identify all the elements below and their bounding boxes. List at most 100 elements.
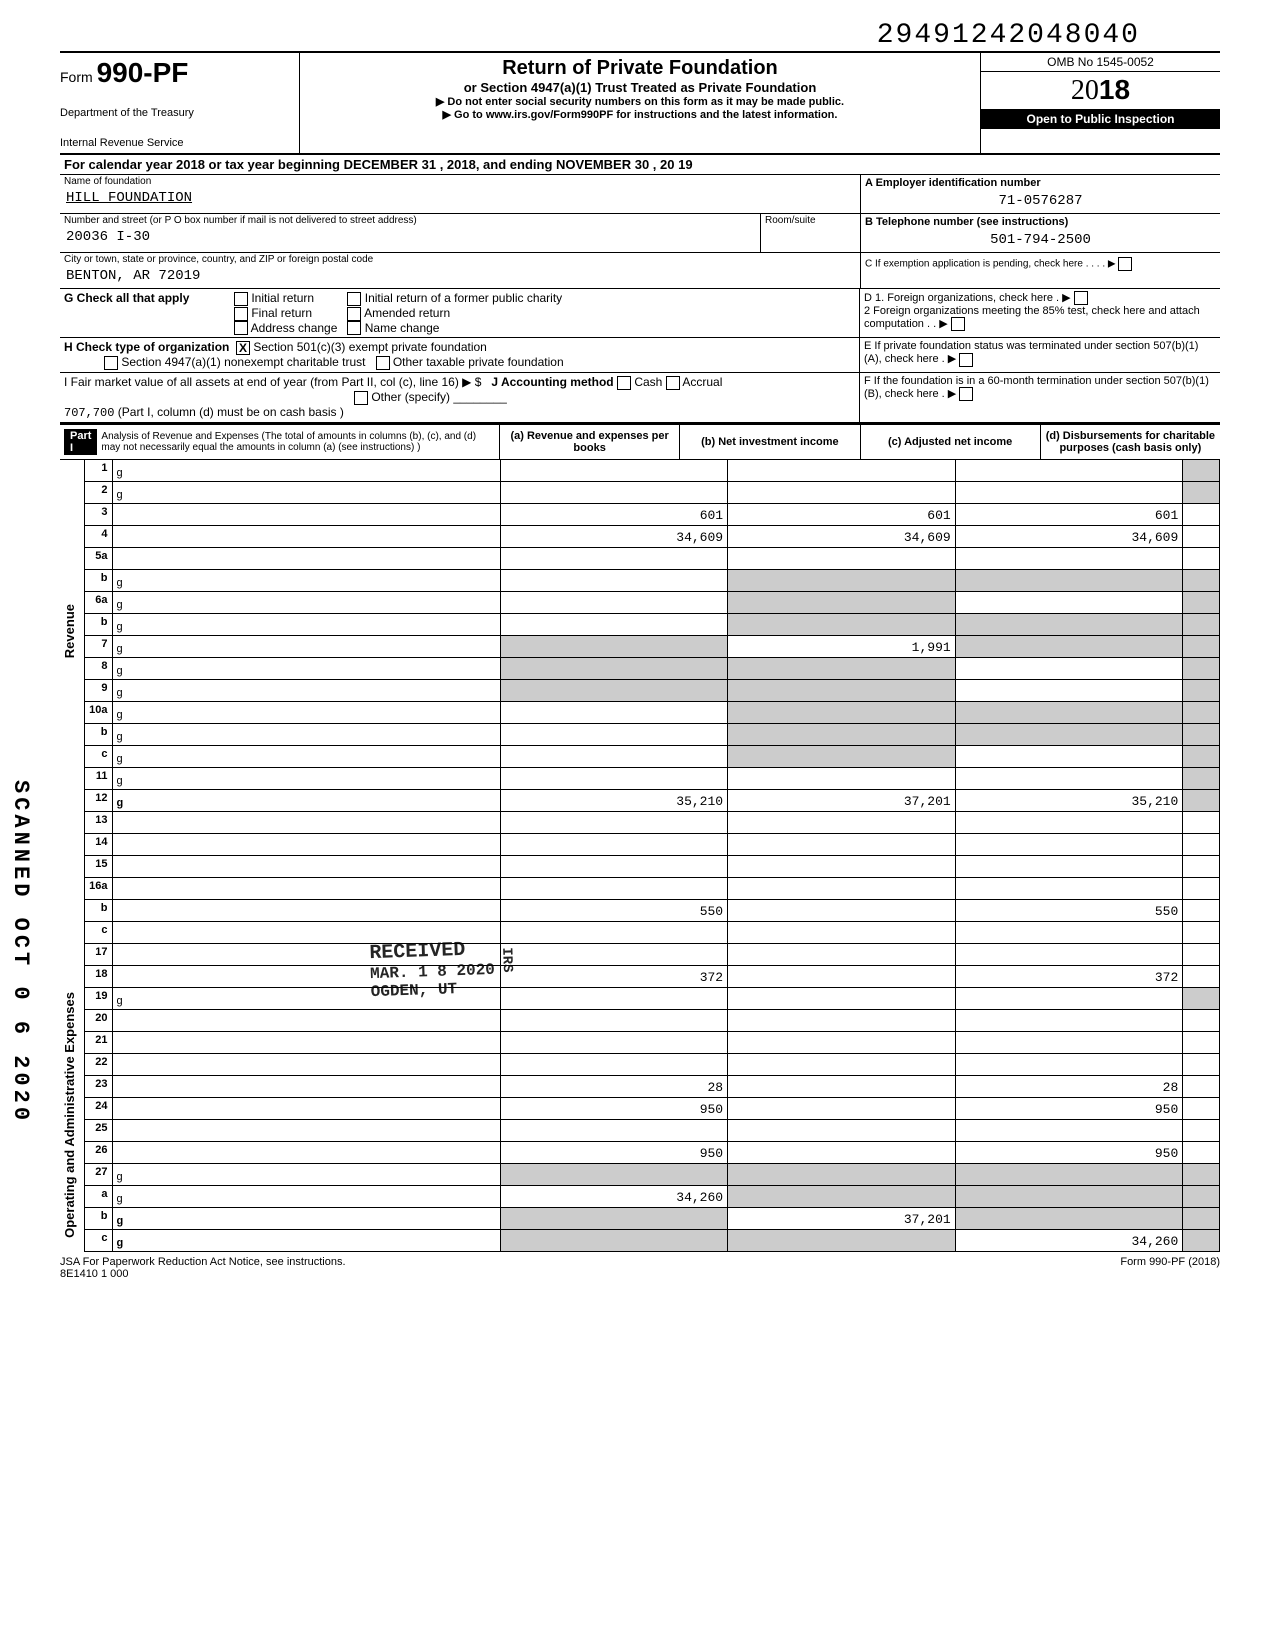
cell-shaded (728, 746, 956, 768)
line-description (112, 1120, 500, 1142)
cell-value (1183, 1054, 1220, 1076)
h-other-checkbox[interactable] (376, 356, 390, 370)
col-b-header: (b) Net investment income (680, 425, 860, 459)
cell-shaded (1183, 768, 1220, 790)
line-number: 8 (84, 658, 112, 680)
table-row: b550550 (60, 900, 1220, 922)
cell-value (1183, 944, 1220, 966)
table-row: bg (60, 570, 1220, 592)
cell-value: 34,260 (500, 1186, 728, 1208)
cell-value (500, 702, 728, 724)
cell-value (955, 548, 1183, 570)
table-row: 12g35,21037,20135,210 (60, 790, 1220, 812)
ein-label: A Employer identification number (861, 175, 1220, 191)
cell-shaded (728, 702, 956, 724)
dept-irs: Internal Revenue Service (60, 137, 291, 149)
h-4947-checkbox[interactable] (104, 356, 118, 370)
cell-shaded (1183, 482, 1220, 504)
g-opt-2: Address change (251, 321, 338, 335)
d2-checkbox[interactable] (951, 317, 965, 331)
line-description: g (112, 768, 500, 790)
dept-treasury: Department of the Treasury (60, 107, 291, 119)
line-description: g (112, 570, 500, 592)
table-row: bg (60, 724, 1220, 746)
table-row: c (60, 922, 1220, 944)
g-amended-checkbox[interactable] (347, 307, 361, 321)
cell-shaded (955, 636, 1183, 658)
line-number: 10a (84, 702, 112, 724)
line-number: 22 (84, 1054, 112, 1076)
j-label: J Accounting method (491, 375, 613, 389)
cell-value (1183, 504, 1220, 526)
cell-value (1183, 856, 1220, 878)
cell-shaded (955, 570, 1183, 592)
d1-checkbox[interactable] (1074, 291, 1088, 305)
cell-value (955, 922, 1183, 944)
table-row: 20 (60, 1010, 1220, 1032)
cell-value (728, 856, 956, 878)
cell-shaded (1183, 702, 1220, 724)
line-number: 3 (84, 504, 112, 526)
col-c-header: (c) Adjusted net income (861, 425, 1041, 459)
ssn-warning: ▶ Do not enter social security numbers o… (308, 95, 972, 108)
d2-label: 2 Foreign organizations meeting the 85% … (864, 305, 1200, 330)
g-initial-checkbox[interactable] (234, 292, 248, 306)
cell-value (500, 570, 728, 592)
line-number: b (84, 570, 112, 592)
cell-value (1183, 1098, 1220, 1120)
cell-value (500, 548, 728, 570)
j-accrual-checkbox[interactable] (666, 376, 680, 390)
cell-value (728, 1142, 956, 1164)
line-number: c (84, 1230, 112, 1252)
line-number: 21 (84, 1032, 112, 1054)
g-address-checkbox[interactable] (234, 321, 248, 335)
cell-shaded (1183, 746, 1220, 768)
g-former-checkbox[interactable] (347, 292, 361, 306)
line-number: 6a (84, 592, 112, 614)
cell-value: 601 (500, 504, 728, 526)
e-checkbox[interactable] (959, 353, 973, 367)
cell-value: 35,210 (955, 790, 1183, 812)
f-checkbox[interactable] (959, 387, 973, 401)
cell-shaded (1183, 790, 1220, 812)
c-checkbox[interactable] (1118, 257, 1132, 271)
cell-value: 37,201 (728, 790, 956, 812)
line-description: g (112, 702, 500, 724)
line-number: 25 (84, 1120, 112, 1142)
d-label: D 1. Foreign organizations, check here (864, 292, 1053, 304)
line-description (112, 944, 500, 966)
cell-value (955, 944, 1183, 966)
table-row: 434,60934,60934,609 (60, 526, 1220, 548)
g-namechange-checkbox[interactable] (347, 321, 361, 335)
col-d-header: (d) Disbursements for charitable purpose… (1041, 425, 1220, 459)
cell-shaded (955, 1208, 1183, 1230)
cell-value: 550 (955, 900, 1183, 922)
scanned-stamp: SCANNED OCT 0 6 2020 (8, 780, 33, 1124)
cell-value (500, 944, 728, 966)
table-row: bg (60, 614, 1220, 636)
line-description (112, 1032, 500, 1054)
cell-value (955, 1010, 1183, 1032)
cell-value (500, 812, 728, 834)
cell-shaded (955, 702, 1183, 724)
col-a-header: (a) Revenue and expenses per books (500, 425, 680, 459)
cell-shaded (728, 592, 956, 614)
j-other-checkbox[interactable] (354, 391, 368, 405)
cell-value: 1,991 (728, 636, 956, 658)
line-description (112, 966, 500, 988)
line-description (112, 812, 500, 834)
cell-shaded (1183, 460, 1220, 482)
line-description (112, 856, 500, 878)
g-final-checkbox[interactable] (234, 307, 248, 321)
h-501c3-checkbox[interactable]: X (236, 341, 250, 355)
line-description (112, 548, 500, 570)
line-number: 19 (84, 988, 112, 1010)
cell-value (955, 1054, 1183, 1076)
table-row: 232828 (60, 1076, 1220, 1098)
cell-value (500, 460, 728, 482)
j-cash-checkbox[interactable] (617, 376, 631, 390)
cell-value (500, 1010, 728, 1032)
cell-value (1183, 966, 1220, 988)
line-number: c (84, 746, 112, 768)
public-inspection: Open to Public Inspection (981, 109, 1220, 129)
